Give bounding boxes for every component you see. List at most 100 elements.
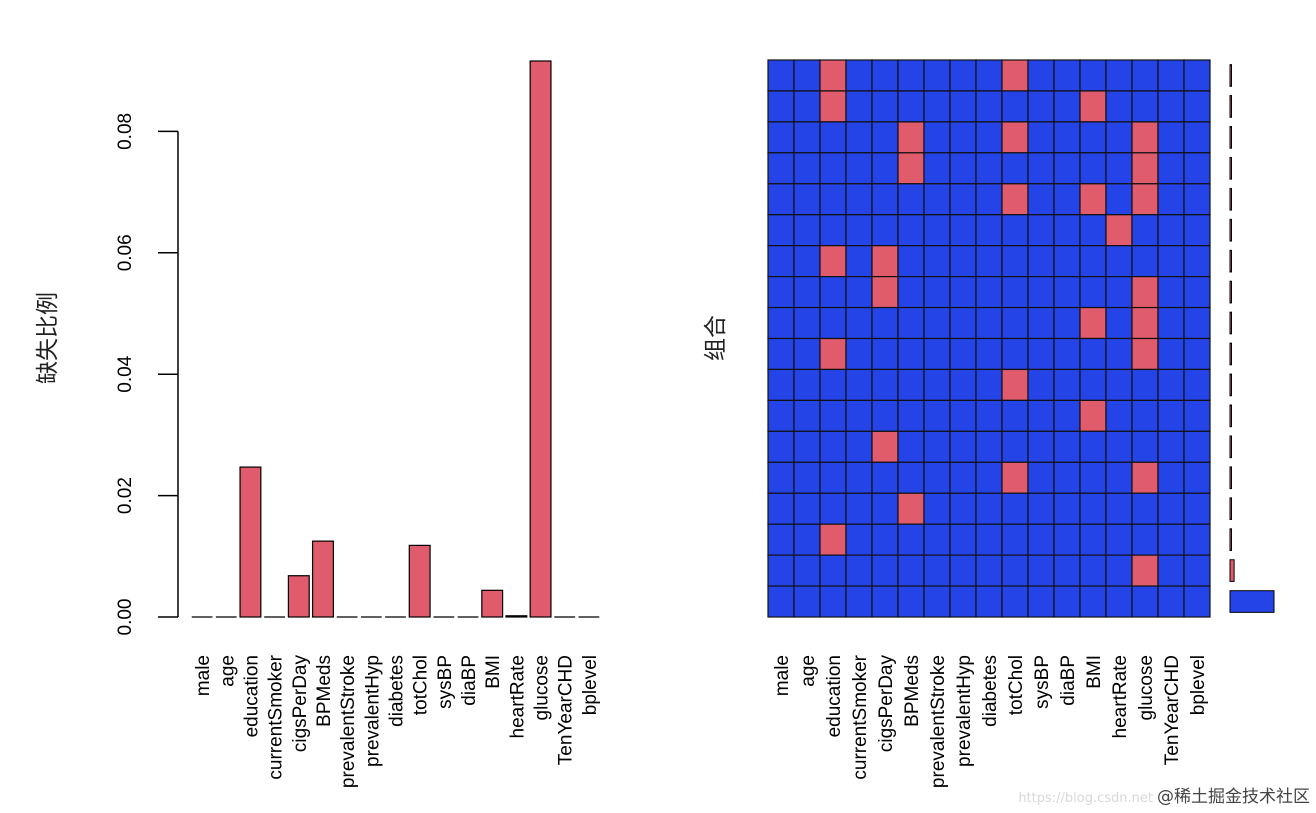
cell-age — [793, 306, 821, 340]
cell-sysBP — [1027, 492, 1055, 525]
cell-age — [793, 461, 821, 494]
cell-BMI — [1079, 214, 1107, 247]
cell-heartRate — [1105, 152, 1133, 185]
cell-glucose — [1131, 59, 1159, 92]
x-tick-label: glucose — [532, 655, 553, 721]
cell-prevalentHyp — [949, 585, 977, 618]
cell-TenYearCHD — [1157, 152, 1185, 185]
cell-male — [767, 59, 795, 92]
frequency-bar — [1229, 559, 1235, 582]
cell-sysBP — [1027, 337, 1055, 371]
cell-prevalentStroke — [923, 368, 951, 401]
y-tick-label: 0.02 — [115, 477, 136, 514]
cell-totChol — [1001, 430, 1029, 463]
cell-diabetes — [975, 214, 1003, 247]
cell-diabetes — [975, 183, 1003, 216]
bar-education — [239, 466, 262, 618]
cell-glucose — [1131, 152, 1159, 185]
cell-sysBP — [1027, 461, 1055, 494]
frequency-bar — [1229, 373, 1232, 397]
cell-education — [819, 59, 847, 92]
frequency-bar — [1229, 466, 1232, 490]
cell-diaBP — [1053, 90, 1081, 123]
cell-BPMeds — [897, 59, 925, 92]
cell-education — [819, 585, 847, 618]
cell-age — [793, 585, 821, 618]
cell-heartRate — [1105, 523, 1133, 556]
cell-heartRate — [1105, 337, 1133, 371]
frequency-bar — [1229, 435, 1232, 459]
cell-diaBP — [1053, 554, 1081, 587]
cell-TenYearCHD — [1157, 585, 1185, 618]
cell-heartRate — [1105, 585, 1133, 618]
cell-currentSmoker — [845, 245, 873, 278]
cell-age — [793, 59, 821, 92]
cell-heartRate — [1105, 399, 1133, 432]
frequency-bar — [1229, 64, 1232, 87]
cell-glucose — [1131, 214, 1159, 247]
cell-diaBP — [1053, 368, 1081, 401]
cell-glucose — [1131, 276, 1159, 309]
x-tick-label: TenYearCHD — [556, 655, 577, 765]
cell-currentSmoker — [845, 214, 873, 247]
cell-diabetes — [975, 585, 1003, 618]
cell-education — [819, 121, 847, 154]
cell-TenYearCHD — [1157, 90, 1185, 123]
cell-currentSmoker — [845, 585, 873, 618]
x-tick-label: diabetes — [387, 655, 408, 727]
cell-totChol — [1001, 183, 1029, 216]
cell-BMI — [1079, 368, 1107, 401]
cell-totChol — [1001, 585, 1029, 618]
cell-prevalentStroke — [923, 245, 951, 278]
cell-cigsPerDay — [871, 523, 899, 556]
cell-glucose — [1131, 461, 1159, 494]
combination-axis-label: 组合 — [703, 315, 729, 361]
cell-prevalentStroke — [923, 337, 951, 371]
cell-currentSmoker — [845, 523, 873, 556]
watermark-text: @稀土掘金技术社区 — [1157, 787, 1310, 807]
cell-sysBP — [1027, 183, 1055, 216]
frequency-bar — [1229, 126, 1232, 149]
cell-diaBP — [1053, 585, 1081, 618]
cell-diabetes — [975, 337, 1003, 371]
cell-TenYearCHD — [1157, 59, 1185, 92]
heatmap-column-labels: male age education currentSmoker cigsPerDay B… — [772, 654, 1209, 788]
cell-heartRate — [1105, 430, 1133, 463]
cell-diabetes — [975, 399, 1003, 432]
cell-cigsPerDay — [871, 337, 899, 371]
cell-currentSmoker — [845, 337, 873, 371]
cell-education — [819, 368, 847, 401]
frequency-bar — [1229, 280, 1232, 304]
frequency-bar — [1229, 528, 1232, 551]
watermark-url: https://blog.csdn.net — [1018, 791, 1153, 806]
cell-bplevel — [1183, 306, 1211, 340]
cell-totChol — [1001, 245, 1029, 278]
column-label: bplevel — [1188, 655, 1209, 715]
cell-prevalentHyp — [949, 461, 977, 494]
cell-age — [793, 152, 821, 185]
cell-prevalentHyp — [949, 399, 977, 432]
cell-cigsPerDay — [871, 554, 899, 587]
cell-cigsPerDay — [871, 585, 899, 618]
cell-sysBP — [1027, 523, 1055, 556]
cell-bplevel — [1183, 121, 1211, 154]
frequency-bar — [1229, 590, 1275, 613]
frequency-bar — [1229, 187, 1232, 211]
cell-education — [819, 461, 847, 494]
x-tick-label: heartRate — [507, 655, 528, 738]
cell-BMI — [1079, 121, 1107, 154]
cell-heartRate — [1105, 245, 1133, 278]
cell-prevalentStroke — [923, 90, 951, 123]
cell-glucose — [1131, 523, 1159, 556]
cell-glucose — [1131, 245, 1159, 278]
bar-glucose — [529, 60, 552, 618]
cell-bplevel — [1183, 90, 1211, 123]
cell-BPMeds — [897, 337, 925, 371]
cell-prevalentStroke — [923, 461, 951, 494]
cell-prevalentHyp — [949, 430, 977, 463]
frequency-bar — [1229, 95, 1232, 118]
cell-BPMeds — [897, 585, 925, 618]
cell-currentSmoker — [845, 306, 873, 340]
cell-totChol — [1001, 461, 1029, 494]
cell-bplevel — [1183, 399, 1211, 432]
